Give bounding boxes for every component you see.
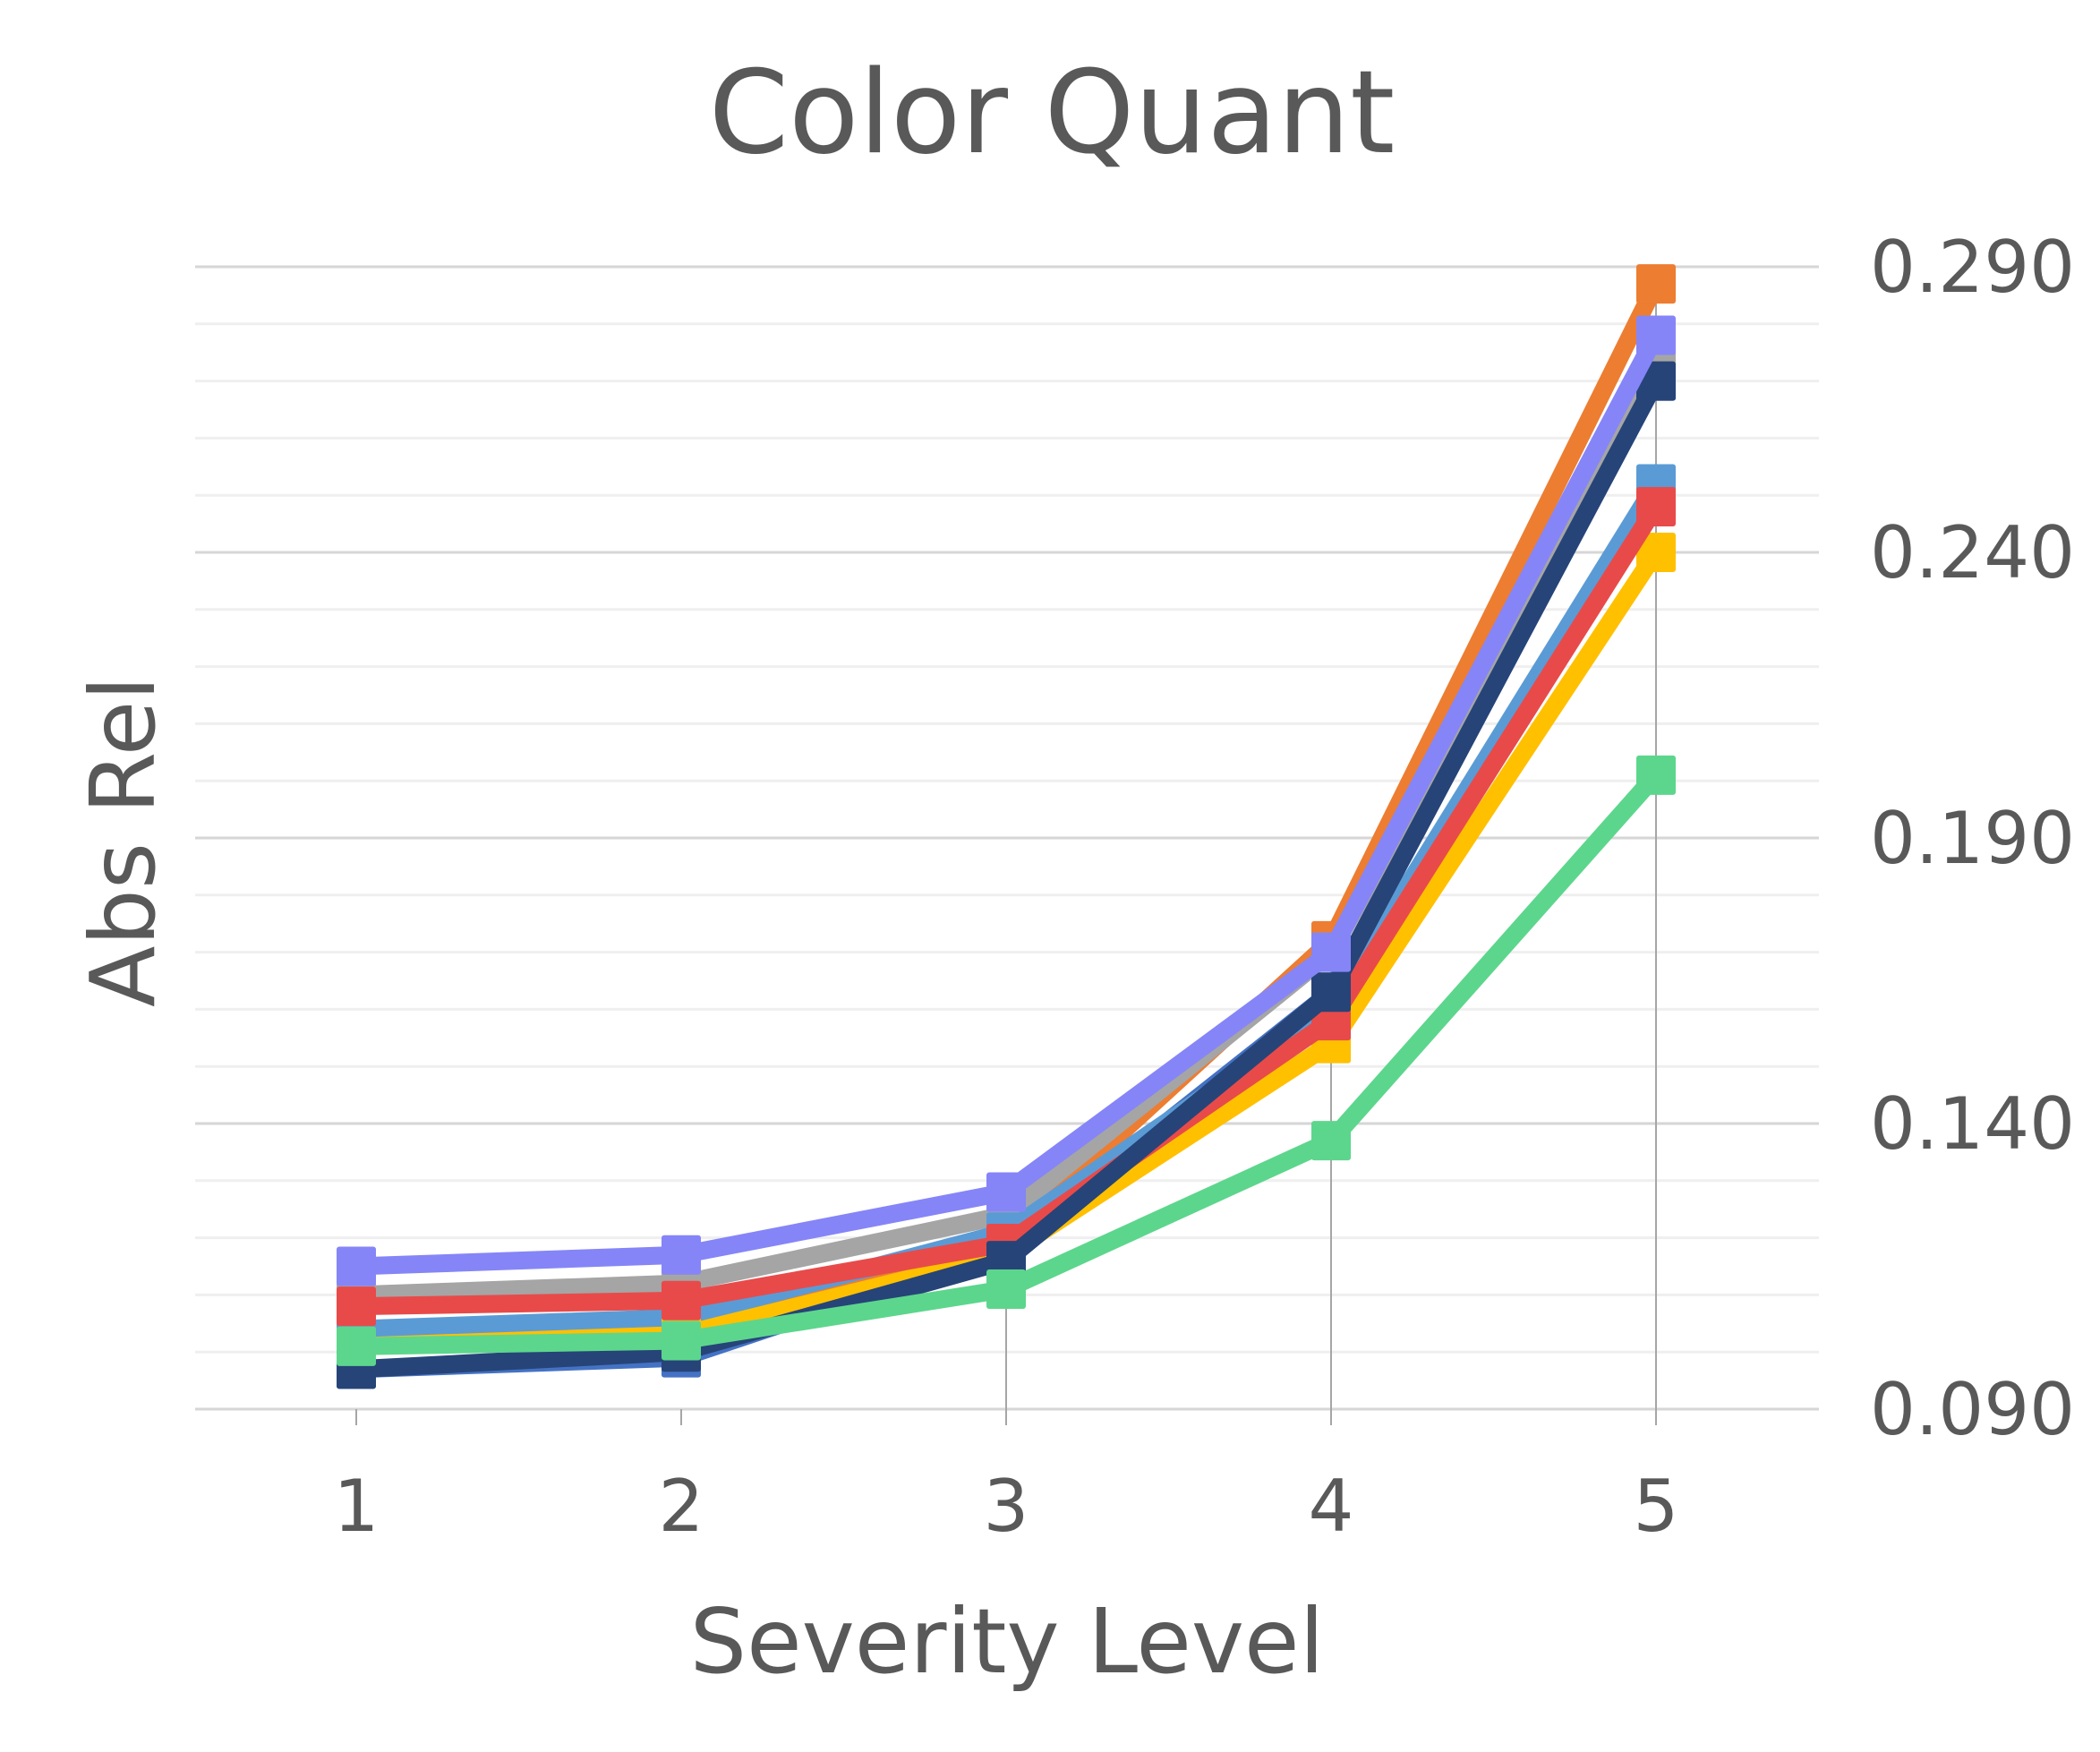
y-tick-labels: 0.090 0.140 0.190 0.240 0.290 [1870, 226, 2075, 1451]
chart-title: Color Quant [709, 47, 1396, 180]
x-tick-label: 5 [1634, 1465, 1679, 1548]
data-point-marker [662, 1280, 701, 1320]
data-point-marker [1636, 315, 1676, 355]
data-point-marker [986, 1269, 1026, 1310]
series-9 [337, 315, 1676, 1286]
x-axis-title: Severity Level [690, 1589, 1325, 1694]
data-point-marker [1636, 755, 1676, 795]
data-point-marker [337, 1286, 376, 1327]
x-tick-labels: 1 2 3 4 5 [334, 1465, 1679, 1548]
series-8 [337, 755, 1676, 1366]
series-group [337, 264, 1676, 1389]
x-tick-label: 1 [334, 1465, 380, 1548]
y-tick-label: 0.140 [1870, 1082, 2075, 1166]
data-point-marker [337, 1246, 376, 1286]
data-point-marker [662, 1320, 701, 1361]
y-tick-label: 0.190 [1870, 797, 2075, 880]
data-point-marker [662, 1235, 701, 1275]
data-point-marker [986, 1172, 1026, 1212]
series-4 [337, 464, 1676, 1349]
y-axis-title: Abs Rel [71, 676, 175, 1007]
x-tick-label: 2 [659, 1465, 704, 1548]
y-tick-label: 0.240 [1870, 511, 2075, 594]
data-point-marker [1311, 932, 1351, 972]
x-tick-label: 4 [1309, 1465, 1354, 1548]
data-point-marker [1636, 486, 1676, 526]
data-point-marker [1311, 1121, 1351, 1161]
data-point-marker [1311, 972, 1351, 1013]
data-point-marker [1636, 264, 1676, 304]
data-point-marker [337, 1326, 376, 1366]
y-tick-label: 0.090 [1870, 1368, 2075, 1451]
x-tick-label: 3 [984, 1465, 1029, 1548]
data-point-marker [1636, 533, 1676, 572]
y-tick-label: 0.290 [1870, 226, 2075, 309]
